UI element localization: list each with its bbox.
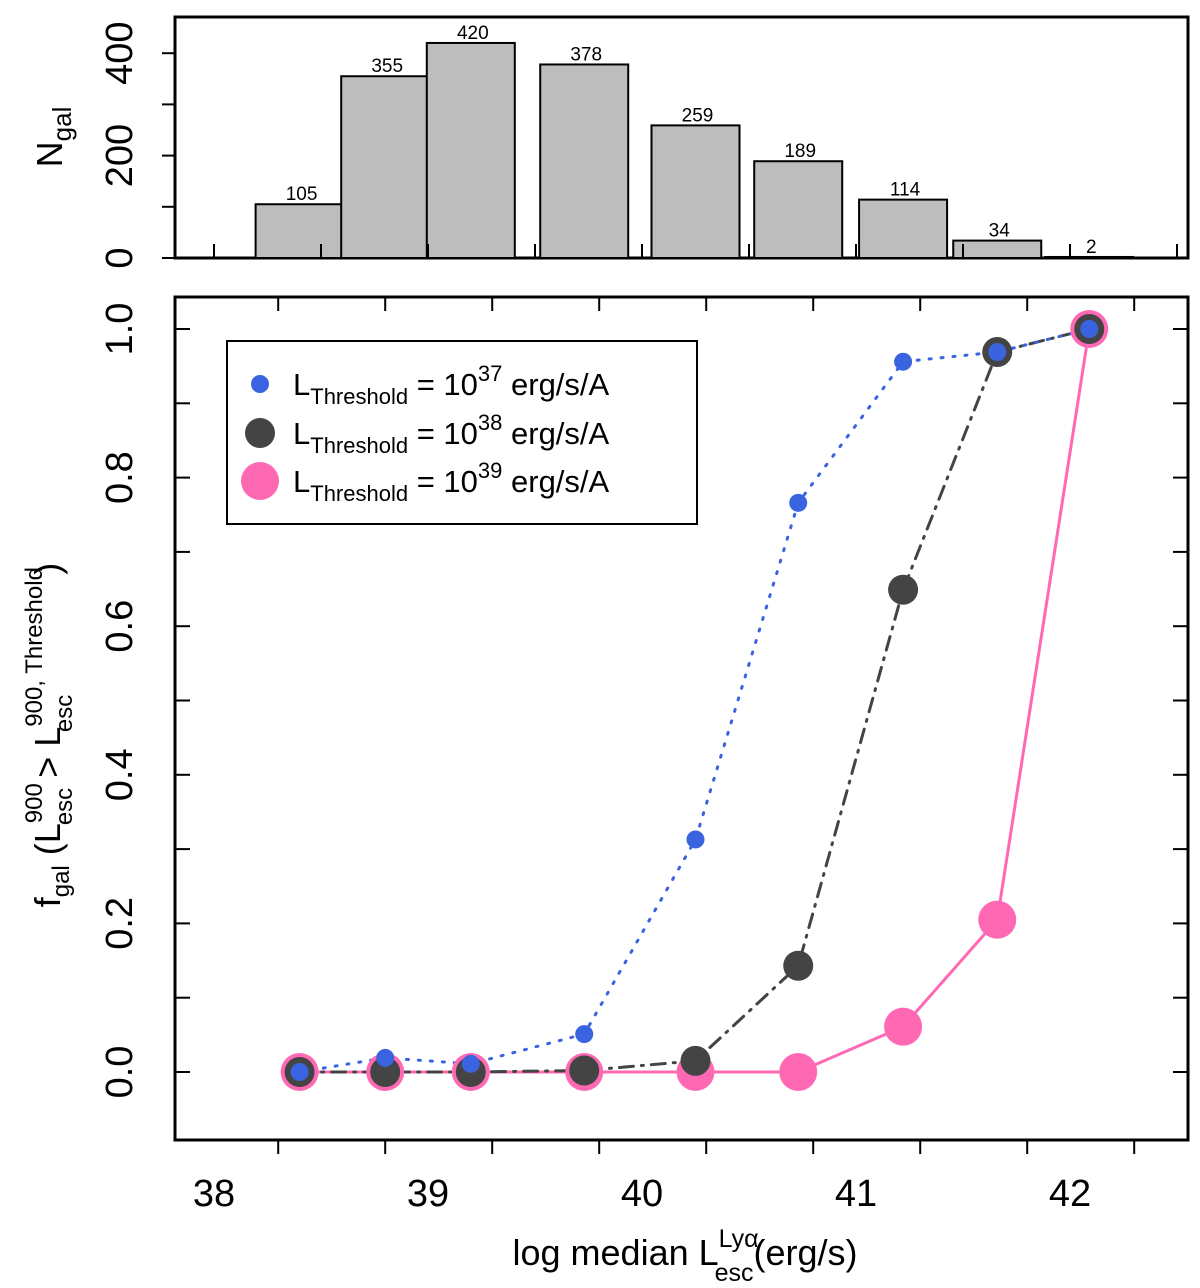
histogram-bar-label: 420: [457, 23, 489, 44]
x-tick-label: 42: [1049, 1173, 1091, 1215]
legend: LThreshold = 1037 erg/s/A LThreshold = 1…: [226, 340, 698, 525]
legend-label-1e37: LThreshold = 1037 erg/s/A: [293, 361, 610, 409]
data-point-dotted: [988, 343, 1007, 362]
x-tick-label: 38: [193, 1173, 235, 1215]
x-tick-label: 40: [621, 1173, 663, 1215]
histogram-bar: [539, 63, 630, 259]
y-tick-label: 0.0: [99, 1046, 141, 1099]
histogram-y-axis-title: Ngal: [29, 107, 77, 168]
series-layer: [280, 310, 1109, 1091]
histogram-y-title-main: N: [29, 141, 70, 167]
data-point-solid: [978, 900, 1017, 939]
y-axis: 0.0 0.2 0.4 0.6 0.8 1.0: [99, 303, 1188, 1099]
legend-marker-1e39: [241, 462, 279, 500]
histogram-y-tick-label: 0: [99, 247, 141, 268]
data-point-dashdot: [680, 1045, 711, 1076]
y-tick-label: 0.2: [99, 897, 141, 950]
legend-marker-1e38: [245, 418, 275, 448]
data-point-dotted: [461, 1054, 480, 1073]
histogram-bar-label: 34: [989, 221, 1011, 242]
data-point-dotted: [789, 493, 808, 512]
data-point-dotted: [575, 1025, 594, 1044]
histogram-bar-label: 105: [286, 184, 318, 205]
x-tick-label: 39: [407, 1173, 449, 1215]
data-point-solid: [884, 1007, 923, 1046]
data-point-dotted: [290, 1063, 309, 1081]
histogram-bar: [952, 239, 1043, 259]
y-axis-title: fgal (L900 esc > L900, Threshold esc ): [21, 563, 78, 908]
histogram-bar: [858, 198, 949, 260]
data-point-dashdot: [783, 950, 814, 981]
histogram-bar-label: 2: [1086, 237, 1097, 258]
histogram-bar: [254, 203, 345, 260]
histogram-bar: [1044, 255, 1135, 260]
legend-label-1e39: LThreshold = 1039 erg/s/A: [293, 458, 610, 506]
data-point-dashdot: [569, 1055, 600, 1086]
y-tick-label: 0.8: [99, 451, 141, 504]
data-point-dashdot: [370, 1057, 401, 1087]
y-tick-label: 1.0: [99, 303, 141, 356]
histogram-bar-label: 378: [570, 44, 602, 65]
histogram-bar-label: 189: [784, 141, 816, 162]
series-line-dotted: [298, 327, 1091, 1074]
histogram-bar-label: 355: [371, 56, 403, 77]
histogram-bar-label: 259: [682, 105, 714, 126]
legend-box: [226, 340, 698, 525]
data-point-dotted: [894, 352, 913, 371]
histogram-y-title-sub: gal: [47, 107, 77, 142]
data-point-dotted: [376, 1048, 395, 1067]
histogram-bar: [425, 41, 516, 259]
histogram-bar-label: 114: [890, 180, 921, 201]
legend-label-1e38: LThreshold = 1038 erg/s/A: [293, 410, 610, 458]
histogram-bar: [650, 124, 741, 259]
legend-marker-1e37: [251, 375, 269, 393]
histogram-bar: [753, 160, 844, 259]
data-point-dotted: [1080, 320, 1099, 338]
histogram-bars: 105 355 420 378 259 189 114 34 2: [254, 23, 1135, 260]
y-tick-label: 0.6: [99, 600, 141, 653]
x-tick-label: 41: [835, 1173, 877, 1215]
main-plot-panel: 38 39 40 41 42 0.0 0.2 0.4 0.6 0.8 1.0 LThreshold…: [21, 295, 1190, 1287]
main-plot-frame: [173, 295, 1190, 1142]
data-point-dotted: [686, 830, 705, 849]
data-point-solid: [779, 1053, 818, 1091]
data-point-dashdot: [888, 574, 919, 605]
histogram-panel: 105 355 420 378 259 189 114 34 2 0 200 400 Ngal: [29, 15, 1190, 269]
histogram-y-tick-label: 200: [99, 124, 141, 187]
histogram-y-tick-label: 400: [99, 21, 141, 84]
x-axis: 38 39 40 41 42: [193, 297, 1136, 1215]
x-axis-title: log median LLyα esc(erg/s): [513, 1225, 858, 1287]
histogram-bar: [340, 75, 431, 259]
y-tick-label: 0.4: [99, 748, 141, 801]
histogram-y-axis: 0 200 400: [99, 21, 1178, 269]
